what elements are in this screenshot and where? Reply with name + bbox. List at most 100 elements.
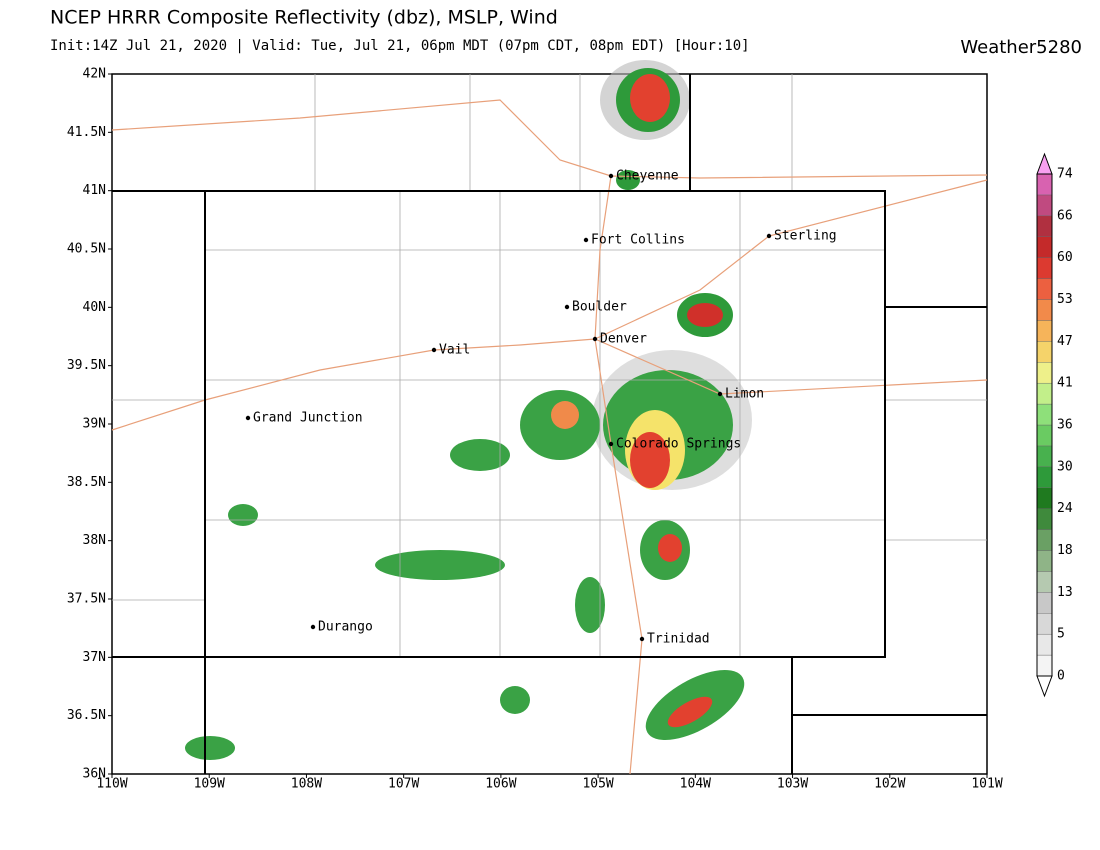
colorbar-frame: [1036, 173, 1053, 677]
city-label: Cheyenne: [616, 169, 679, 184]
lat-label: 37N: [83, 650, 106, 665]
lat-label: 38.5N: [67, 475, 106, 490]
lon-label: 108W: [291, 777, 322, 792]
colorbar-segment: [1036, 382, 1053, 405]
city-dot: [608, 173, 614, 179]
radar-echoes: [185, 60, 752, 760]
colorbar-segment: [1036, 215, 1053, 237]
radar-echo: [630, 74, 670, 122]
lat-label: 36N: [83, 767, 106, 782]
colorbar-segment: [1036, 487, 1053, 509]
lon-label: 107W: [388, 777, 419, 792]
lat-label: 37.5N: [67, 592, 106, 607]
colorbar-label: 30: [1057, 459, 1073, 474]
lat-label: 36.5N: [67, 708, 106, 723]
brand: Weather5280: [960, 37, 1082, 58]
radar-echo: [228, 504, 258, 526]
radar-echo: [551, 401, 579, 429]
colorbar-segment: [1036, 341, 1053, 363]
colorbar-segment: [1036, 194, 1053, 217]
radar-echo: [616, 170, 640, 190]
lon-label: 104W: [680, 777, 711, 792]
colorbar-cap: [1036, 152, 1053, 175]
city-dot: [639, 636, 645, 642]
lat-label: 40N: [83, 300, 106, 315]
colorbar-label: 66: [1057, 208, 1073, 223]
colorbar-segment: [1036, 299, 1053, 321]
colorbar-segment: [1036, 654, 1053, 677]
city-label: Durango: [318, 620, 373, 635]
colorbar-segment: [1036, 445, 1053, 468]
radar-echo: [375, 550, 505, 580]
colorbar-segment: [1036, 403, 1053, 426]
colorbar: 0 5 13 18 24 30 36 41 47 53 60 66 74: [1036, 152, 1073, 698]
city-dot: [310, 624, 316, 630]
colorbar-segment: [1036, 633, 1053, 656]
radar-echo: [667, 696, 713, 728]
colorbar-label: 41: [1057, 376, 1073, 391]
city-label: Grand Junction: [253, 411, 363, 426]
radar-echo: [687, 303, 723, 327]
county-lines: [112, 74, 987, 657]
colorbar-label: 24: [1057, 501, 1073, 516]
colorbar-segment: [1036, 466, 1053, 488]
colorbar-segment: [1036, 571, 1053, 593]
colorbar-segment: [1036, 257, 1053, 279]
colorbar-label: 0: [1057, 669, 1065, 684]
city-dot: [431, 347, 437, 353]
colorbar-label: 13: [1057, 585, 1073, 600]
colorbar-segment: [1036, 529, 1053, 551]
radar-echo: [185, 736, 235, 760]
city-label: Sterling: [774, 229, 837, 244]
city-dot: [592, 336, 598, 342]
colorbar-label: 5: [1057, 627, 1065, 642]
lon-label: 110W: [96, 777, 127, 792]
radar-echo: [630, 432, 670, 488]
lon-label: 101W: [971, 777, 1002, 792]
lat-label: 41.5N: [67, 125, 106, 140]
lat-label: 39.5N: [67, 358, 106, 373]
colorbar-label: 60: [1057, 250, 1073, 265]
colorbar-label: 74: [1057, 167, 1073, 182]
lon-label: 102W: [874, 777, 905, 792]
cities: Cheyenne Fort Collins Sterling Boulder Denve…: [245, 169, 837, 647]
lon-label: 109W: [194, 777, 225, 792]
radar-echo: [658, 534, 682, 562]
colorbar-segment: [1036, 613, 1053, 635]
colorbar-segment: [1036, 236, 1053, 258]
city-label: Trinidad: [647, 632, 710, 647]
colorbar-segment: [1036, 508, 1053, 530]
radar-echo: [450, 439, 510, 471]
colorbar-cap: [1036, 675, 1053, 698]
city-dot: [564, 304, 570, 310]
lat-label: 38N: [83, 533, 106, 548]
lon-label: 105W: [582, 777, 613, 792]
city-dot: [717, 391, 723, 397]
city-label: Boulder: [572, 300, 627, 315]
colorbar-segment: [1036, 320, 1053, 342]
city-dot: [245, 415, 251, 421]
city-label: Vail: [439, 343, 470, 358]
lat-label: 42N: [83, 67, 106, 82]
colorbar-segment: [1036, 550, 1053, 572]
city-dot: [583, 237, 589, 243]
colorbar-segment: [1036, 362, 1053, 384]
radar-echo: [500, 686, 530, 714]
axis-labels: 42N 41.5N 41N 40.5N 40N 39.5N 39N 38.5N 38N 37.5N…: [67, 67, 1003, 792]
colorbar-segment: [1036, 278, 1053, 300]
title: NCEP HRRR Composite Reflectivity (dbz), …: [50, 7, 558, 29]
city-dot: [608, 441, 614, 447]
colorbar-segment: [1036, 424, 1053, 447]
colorbar-label: 53: [1057, 292, 1073, 307]
city-label: Limon: [725, 387, 764, 402]
colorbar-label: 18: [1057, 543, 1073, 558]
lon-label: 103W: [777, 777, 808, 792]
city-label: Fort Collins: [591, 233, 685, 248]
city-dot: [766, 233, 772, 239]
highways: [111, 99, 988, 775]
radar-echo: [575, 577, 605, 633]
lat-label: 39N: [83, 417, 106, 432]
map: Cheyenne Fort Collins Sterling Boulder Denve…: [67, 60, 1003, 792]
colorbar-label: 47: [1057, 334, 1073, 349]
